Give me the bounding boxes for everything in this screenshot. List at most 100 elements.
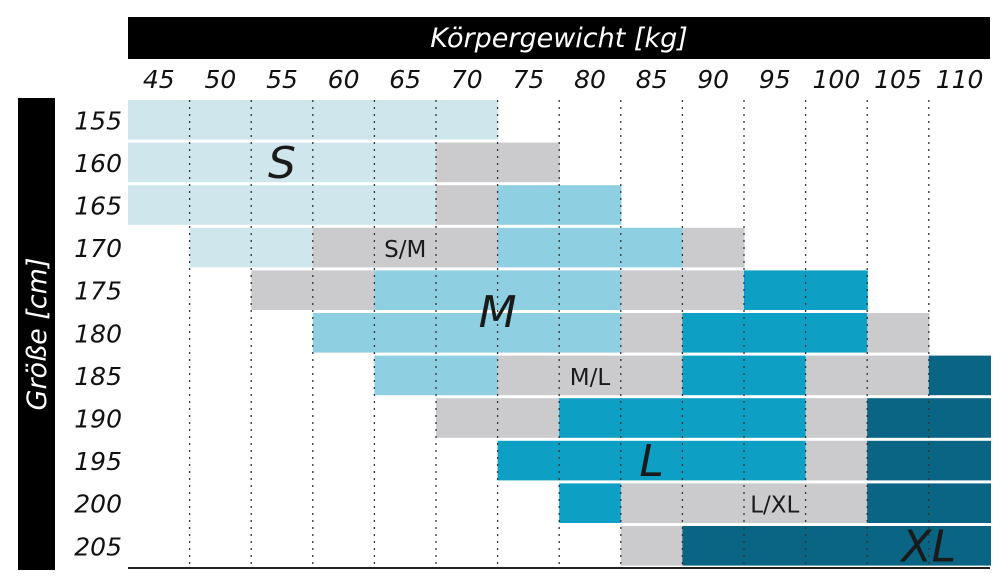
size-cell-200-110 [928,483,991,523]
size-cell-180-95 [744,313,807,353]
size-cell-185-100 [805,355,868,396]
size-cell-170-55 [251,227,314,268]
size-cell-155-50 [189,100,252,140]
y-tick-label: 195 [74,447,122,476]
y-tick-label: 165 [74,192,122,221]
size-cell-190-110 [928,398,991,438]
size-cell-190-70 [436,398,499,438]
size-cell-155-45 [128,100,191,140]
size-cell-170-60 [312,227,375,268]
y-tick-label: 175 [74,277,122,306]
size-region-label: M [479,287,517,338]
size-cell-195-110 [928,440,991,481]
x-tick-label: 65 [389,65,421,94]
size-cell-160-75 [497,142,560,183]
size-cell-185-70 [436,355,499,396]
y-tick-label: 170 [74,234,122,263]
size-cell-190-85 [620,398,683,438]
size-cell-170-50 [189,227,252,268]
size-cell-175-95 [744,270,807,310]
size-cell-165-65 [374,185,437,225]
size-cell-205-90 [682,526,745,566]
size-cell-175-55 [251,270,314,310]
size-cell-200-100 [805,483,868,523]
size-cell-165-80 [559,185,622,225]
size-cell-165-75 [497,185,560,225]
size-cell-195-75 [497,440,560,481]
y-tick-label: 190 [74,405,122,434]
x-tick-label: 45 [143,65,175,94]
size-cell-185-95 [744,355,807,396]
size-cell-195-95 [744,440,807,481]
size-cell-160-45 [128,142,191,183]
size-cell-180-105 [867,313,930,353]
size-cell-185-85 [620,355,683,396]
size-cell-155-55 [251,100,314,140]
x-tick-label: 105 [874,65,922,94]
size-cell-205-85 [620,526,683,566]
size-cell-200-90 [682,483,745,523]
size-cell-175-80 [559,270,622,310]
size-cell-195-105 [867,440,930,481]
size-cell-180-100 [805,313,868,353]
size-cell-205-105 [867,526,930,566]
x-tick-label: 100 [813,65,861,94]
x-tick-label: 80 [574,65,606,94]
size-region-label: M/L [570,365,611,391]
size-cell-165-70 [436,185,499,225]
size-cell-190-75 [497,398,560,438]
size-cell-155-60 [312,100,375,140]
size-cell-155-65 [374,100,437,140]
x-tick-label: 55 [266,65,298,94]
size-cell-180-65 [374,313,437,353]
size-region-label: S/M [384,237,426,263]
size-region-label: XL [899,521,956,572]
y-tick-label: 180 [74,319,122,348]
size-cell-195-100 [805,440,868,481]
size-cell-175-70 [436,270,499,310]
y-tick-label: 160 [74,149,122,178]
y-title-bar [18,98,55,570]
size-cell-170-75 [497,227,560,268]
size-cell-175-60 [312,270,375,310]
size-region-label: L [639,436,664,487]
size-cell-185-90 [682,355,745,396]
x-tick-label: 75 [512,65,544,94]
x-tick-label: 95 [759,65,791,94]
size-cell-160-65 [374,142,437,183]
size-cell-170-70 [436,227,499,268]
size-cell-200-105 [867,483,930,523]
size-cell-160-55 [251,142,314,183]
size-cell-185-75 [497,355,560,396]
x-tick-label: 60 [328,65,360,94]
size-cell-165-60 [312,185,375,225]
size-cell-180-60 [312,313,375,353]
size-cell-190-90 [682,398,745,438]
size-cell-170-80 [559,227,622,268]
size-region-label: L/XL [750,493,799,519]
x-tick-label: 70 [451,65,483,94]
size-cell-180-75 [497,313,560,353]
size-cell-180-70 [436,313,499,353]
size-cell-160-70 [436,142,499,183]
size-cell-190-100 [805,398,868,438]
size-cell-175-65 [374,270,437,310]
size-cell-195-90 [682,440,745,481]
x-tick-label: 85 [636,65,668,94]
x-tick-label: 110 [936,65,984,94]
size-region-label: S [268,138,296,189]
size-cell-160-60 [312,142,375,183]
y-tick-label: 200 [74,490,122,519]
size-cell-160-50 [189,142,252,183]
size-cell-175-75 [497,270,560,310]
size-cell-170-65 [374,227,437,268]
size-cell-180-85 [620,313,683,353]
size-cell-185-80 [559,355,622,396]
x-tick-label: 90 [697,65,729,94]
y-tick-label: 205 [74,532,122,561]
size-cell-180-90 [682,313,745,353]
size-cell-170-85 [620,227,683,268]
x-tick-label: 50 [204,65,236,94]
size-cell-190-95 [744,398,807,438]
size-cell-175-100 [805,270,868,310]
